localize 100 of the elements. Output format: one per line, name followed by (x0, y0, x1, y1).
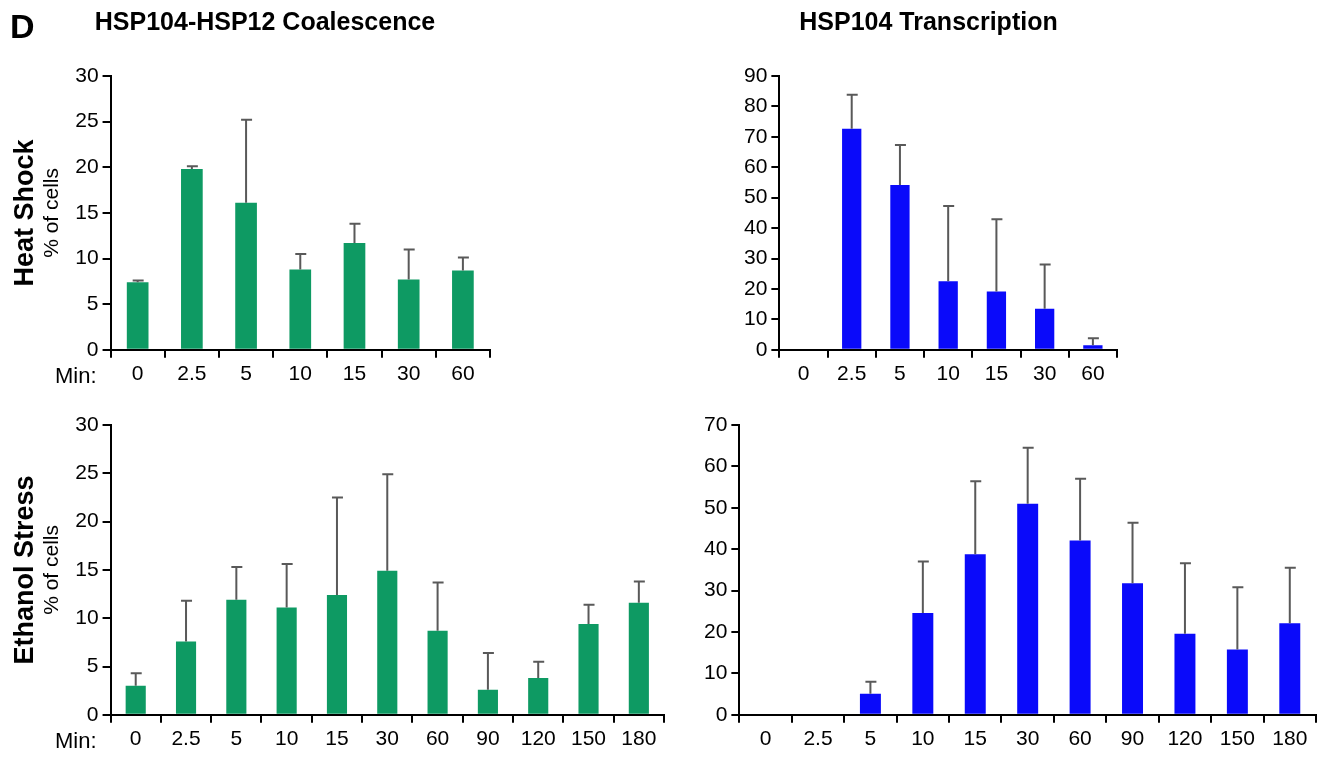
x-tick-label: 2.5 (803, 726, 833, 750)
bar (343, 243, 366, 349)
y-tick-label: 0 (755, 336, 768, 360)
y-tick-label: 80 (744, 93, 768, 117)
bar (1122, 583, 1144, 714)
x-tick-label: 30 (1032, 361, 1057, 385)
x-tick-label: 10 (274, 726, 299, 750)
y-tick-label: 60 (744, 154, 768, 178)
y-axis-title: % of cells (39, 524, 63, 615)
bar (226, 599, 247, 714)
x-tick-label: 15 (342, 361, 367, 385)
x-tick-label: 0 (129, 726, 142, 750)
y-tick-label: 15 (75, 556, 99, 580)
bar (477, 689, 498, 714)
y-tick-label: 40 (704, 536, 728, 559)
x-tick-label: 10 (288, 361, 312, 385)
chart-title: HSP104 Transcription (799, 6, 1058, 35)
y-tick-label: 5 (86, 290, 99, 314)
bar (1017, 503, 1039, 714)
x-tick-label: 30 (397, 361, 421, 385)
y-tick-label: 20 (744, 275, 768, 299)
y-tick-label: 10 (75, 605, 99, 628)
x-tick-label: 0 (797, 361, 810, 385)
x-tick-label: 60 (451, 361, 475, 385)
y-tick-label: 70 (744, 123, 768, 147)
y-tick-label: 90 (744, 62, 768, 86)
bar (912, 612, 934, 714)
x-tick-label: 120 (1167, 726, 1203, 750)
x-tick-label: 180 (1272, 726, 1308, 750)
bar (181, 169, 203, 349)
y-tick-label: 25 (75, 460, 99, 484)
bar (377, 570, 398, 714)
bar (1035, 308, 1055, 349)
bar (964, 554, 986, 714)
bar (528, 678, 549, 714)
bar (397, 279, 420, 349)
bar (1279, 623, 1301, 714)
y-tick-label: 30 (75, 62, 99, 86)
bar (175, 641, 197, 714)
x-tick-label: 60 (1068, 726, 1092, 750)
y-tick-label: 5 (86, 653, 99, 677)
x-tick-label: 30 (375, 726, 399, 750)
x-tick-label: 15 (984, 361, 1009, 385)
bar (938, 281, 958, 349)
bar (1226, 649, 1248, 714)
x-tick-label: 60 (1081, 361, 1105, 385)
x-axis-title: Min: (55, 362, 97, 388)
y-tick-label: 30 (704, 577, 728, 601)
bar (125, 685, 146, 714)
y-tick-label: 60 (704, 453, 728, 477)
bar (578, 624, 599, 714)
y-tick-label: 50 (744, 184, 768, 208)
y-tick-label: 0 (715, 701, 728, 725)
bar (842, 128, 862, 349)
x-tick-label: 15 (325, 726, 349, 750)
y-tick-label: 10 (704, 660, 728, 684)
bar (1174, 633, 1196, 714)
bar (890, 184, 910, 349)
y-tick-label: 30 (744, 245, 768, 269)
bar (1069, 540, 1091, 714)
y-tick-label: 30 (75, 411, 99, 435)
bar (1083, 345, 1103, 349)
x-tick-label: 30 (1016, 726, 1040, 750)
x-tick-label: 60 (425, 726, 450, 750)
bar (859, 693, 881, 714)
x-axis-title: Min: (55, 727, 97, 753)
x-tick-label: 90 (1120, 726, 1145, 750)
text: Ethanol Stress (9, 475, 40, 665)
x-tick-label: 10 (936, 361, 960, 385)
bar (235, 202, 257, 349)
y-tick-label: 20 (75, 154, 99, 178)
x-tick-label: 10 (911, 726, 935, 750)
x-tick-label: 2.5 (177, 361, 207, 385)
y-tick-label: 25 (75, 108, 99, 132)
bar (986, 291, 1007, 349)
x-tick-label: 0 (131, 361, 144, 385)
y-tick-label: 0 (86, 701, 99, 725)
bar (427, 630, 448, 714)
y-tick-label: 20 (704, 618, 728, 642)
y-tick-label: 0 (86, 336, 99, 360)
x-tick-label: 5 (894, 361, 906, 385)
y-tick-label: 70 (704, 411, 728, 435)
y-tick-label: 50 (704, 494, 728, 518)
text: D (10, 7, 35, 46)
y-axis-title: % of cells (39, 167, 63, 258)
x-tick-label: 120 (520, 726, 556, 750)
bar (452, 270, 474, 349)
x-tick-label: 2.5 (837, 361, 867, 385)
bar (326, 595, 348, 714)
y-tick-label: 15 (75, 199, 99, 223)
y-tick-label: 40 (744, 214, 768, 238)
x-tick-label: 90 (476, 726, 500, 750)
x-tick-label: 5 (240, 361, 252, 385)
bar (126, 282, 149, 349)
y-tick-label: 20 (75, 508, 99, 532)
x-tick-label: 5 (864, 726, 877, 750)
y-tick-label: 10 (744, 306, 768, 330)
bar (276, 607, 297, 714)
y-tick-label: 10 (75, 245, 99, 269)
x-tick-label: 5 (230, 726, 243, 750)
